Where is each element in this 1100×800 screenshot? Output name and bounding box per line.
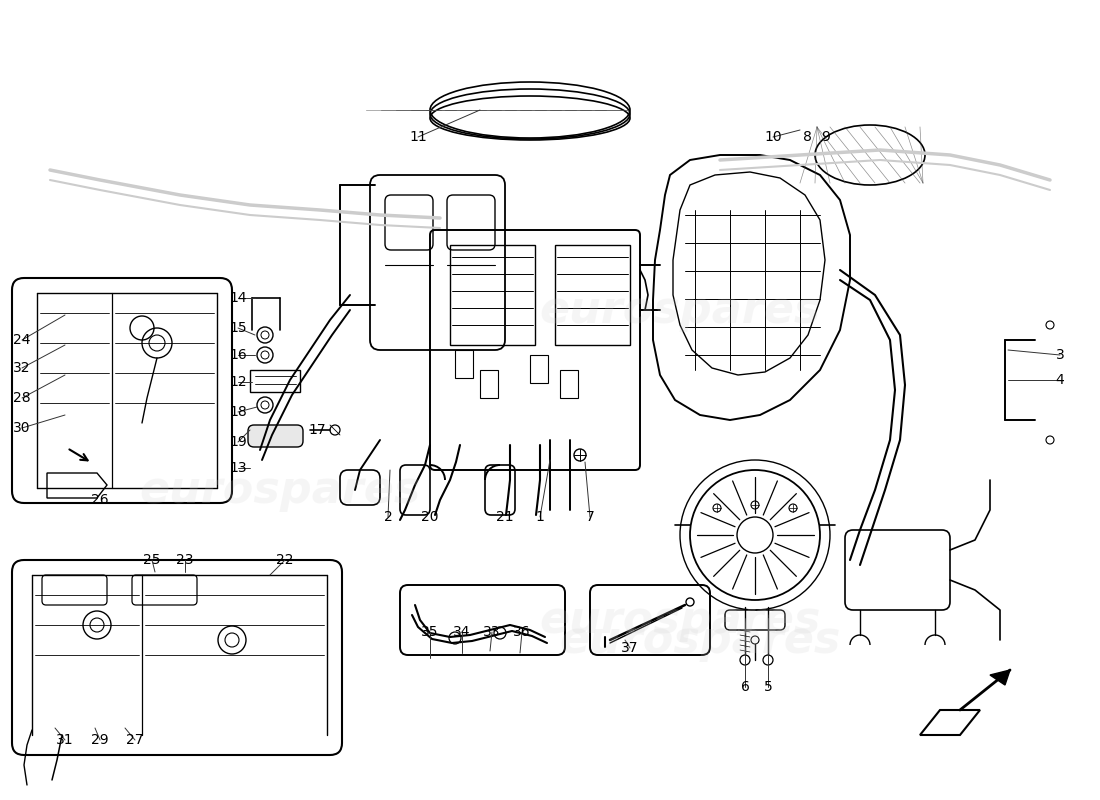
Text: 20: 20 — [421, 510, 439, 524]
Bar — [530, 355, 548, 383]
Text: 32: 32 — [13, 361, 31, 375]
Text: 10: 10 — [764, 130, 782, 144]
Text: 22: 22 — [276, 553, 294, 567]
Text: eurospares: eurospares — [140, 469, 420, 511]
Text: 26: 26 — [91, 493, 109, 507]
Text: 16: 16 — [229, 348, 246, 362]
Text: 1: 1 — [536, 510, 544, 524]
FancyBboxPatch shape — [248, 425, 302, 447]
Text: 36: 36 — [514, 625, 531, 639]
Text: 29: 29 — [91, 733, 109, 747]
Text: 23: 23 — [176, 553, 194, 567]
Bar — [450, 245, 535, 345]
Text: 24: 24 — [13, 333, 31, 347]
Text: eurospares: eurospares — [539, 598, 821, 642]
Text: 12: 12 — [229, 375, 246, 389]
Text: 37: 37 — [621, 641, 639, 655]
Text: 15: 15 — [229, 321, 246, 335]
Text: 14: 14 — [229, 291, 246, 305]
Bar — [455, 350, 473, 378]
Text: 28: 28 — [13, 391, 31, 405]
Bar — [556, 245, 630, 345]
Text: 35: 35 — [421, 625, 439, 639]
Bar — [250, 370, 300, 392]
Text: 19: 19 — [229, 435, 246, 449]
Text: eurospares: eurospares — [559, 618, 840, 662]
Text: 33: 33 — [483, 625, 500, 639]
Text: 18: 18 — [229, 405, 246, 419]
Text: 11: 11 — [409, 130, 427, 144]
Text: 4: 4 — [1056, 373, 1065, 387]
Text: 2: 2 — [384, 510, 393, 524]
Text: 7: 7 — [585, 510, 594, 524]
Text: 34: 34 — [453, 625, 471, 639]
Text: 9: 9 — [822, 130, 830, 144]
Text: 8: 8 — [803, 130, 812, 144]
Text: eurospares: eurospares — [539, 289, 821, 331]
Text: 3: 3 — [1056, 348, 1065, 362]
Text: 17: 17 — [308, 423, 326, 437]
Text: 13: 13 — [229, 461, 246, 475]
Text: 31: 31 — [56, 733, 74, 747]
Bar — [560, 370, 578, 398]
Text: 5: 5 — [763, 680, 772, 694]
Text: 27: 27 — [126, 733, 144, 747]
Text: 25: 25 — [143, 553, 161, 567]
Polygon shape — [990, 670, 1010, 685]
Text: 30: 30 — [13, 421, 31, 435]
Text: 6: 6 — [740, 680, 749, 694]
Bar — [480, 370, 498, 398]
Text: 21: 21 — [496, 510, 514, 524]
